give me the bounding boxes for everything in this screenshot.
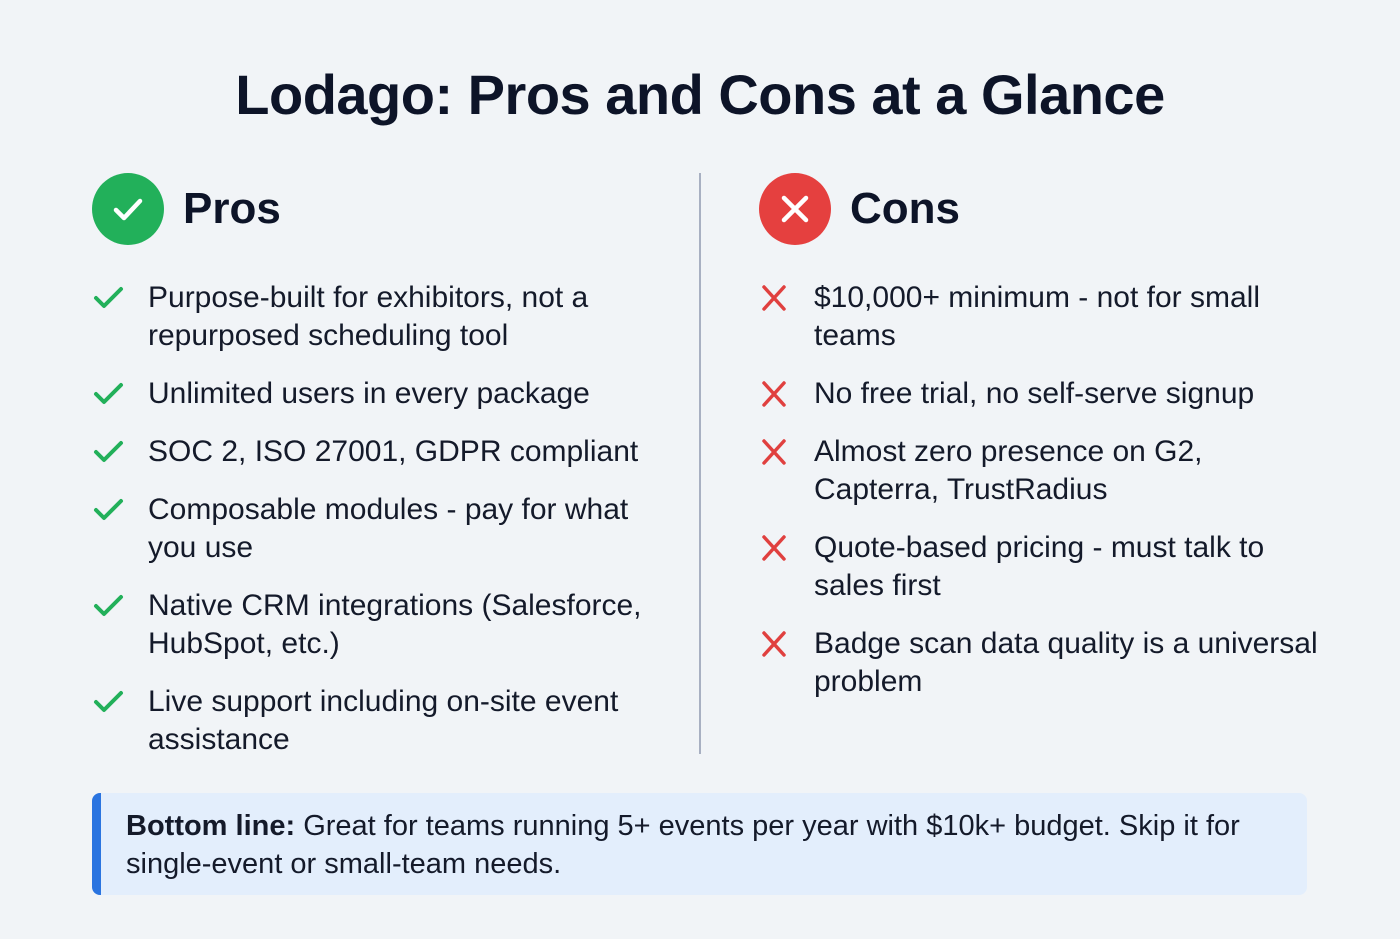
- cons-item-text: Badge scan data quality is a universal p…: [814, 627, 1318, 698]
- x-icon: [759, 375, 814, 413]
- bottom-line-text: Bottom line: Great for teams running 5+ …: [126, 807, 1287, 883]
- pros-item-text: Native CRM integrations (Salesforce, Hub…: [148, 589, 642, 660]
- pros-item: Composable modules - pay for what you us…: [92, 491, 672, 567]
- check-icon: [92, 491, 148, 529]
- cons-item: No free trial, no self-serve signup: [759, 375, 1319, 413]
- check-icon: [92, 375, 148, 413]
- pros-item-text: Live support including on-site event ass…: [148, 685, 619, 756]
- pros-item: Unlimited users in every package: [92, 375, 672, 413]
- pros-heading: Pros: [183, 184, 281, 233]
- cons-item: Quote-based pricing - must talk to sales…: [759, 529, 1319, 605]
- x-icon: [759, 625, 814, 663]
- cons-item: Badge scan data quality is a universal p…: [759, 625, 1319, 701]
- pros-item-text: Composable modules - pay for what you us…: [148, 493, 629, 564]
- pros-column: Pros Purpose-built for exhibitors, not a…: [92, 172, 672, 779]
- x-icon: [759, 279, 814, 317]
- page-title: Lodago: Pros and Cons at a Glance: [235, 63, 1165, 126]
- cons-column: Cons $10,000+ minimum - not for small te…: [759, 172, 1319, 721]
- check-icon: [92, 683, 148, 721]
- cons-heading: Cons: [850, 184, 960, 233]
- cons-item: $10,000+ minimum - not for small teams: [759, 279, 1319, 355]
- cons-header: Cons: [759, 172, 1319, 246]
- cons-list: $10,000+ minimum - not for small teams N…: [759, 279, 1319, 701]
- bottom-line-callout: Bottom line: Great for teams running 5+ …: [92, 793, 1307, 895]
- x-icon: [759, 529, 814, 567]
- pros-item: SOC 2, ISO 27001, GDPR compliant: [92, 433, 672, 471]
- cons-item-text: $10,000+ minimum - not for small teams: [814, 281, 1261, 352]
- cons-item-text: Almost zero presence on G2, Capterra, Tr…: [814, 435, 1203, 506]
- pros-list: Purpose-built for exhibitors, not a repu…: [92, 279, 672, 759]
- check-circle-icon: [92, 173, 164, 245]
- pros-item-text: Purpose-built for exhibitors, not a repu…: [148, 281, 589, 352]
- pros-item: Native CRM integrations (Salesforce, Hub…: [92, 587, 672, 663]
- pros-item: Purpose-built for exhibitors, not a repu…: [92, 279, 672, 355]
- check-icon: [92, 433, 148, 471]
- callout-accent-bar: [92, 793, 101, 895]
- cons-item-text: No free trial, no self-serve signup: [814, 377, 1255, 410]
- bottom-line-label: Bottom line:: [126, 810, 296, 842]
- cons-item: Almost zero presence on G2, Capterra, Tr…: [759, 433, 1319, 509]
- column-divider: [699, 173, 701, 754]
- bottom-line-body: Great for teams running 5+ events per ye…: [126, 810, 1240, 880]
- x-icon: [759, 433, 814, 471]
- pros-item-text: SOC 2, ISO 27001, GDPR compliant: [148, 435, 639, 468]
- pros-item-text: Unlimited users in every package: [148, 377, 590, 410]
- cons-item-text: Quote-based pricing - must talk to sales…: [814, 531, 1265, 602]
- pros-header: Pros: [92, 172, 672, 246]
- check-icon: [92, 279, 148, 317]
- check-icon: [92, 587, 148, 625]
- x-circle-icon: [759, 173, 831, 245]
- pros-item: Live support including on-site event ass…: [92, 683, 672, 759]
